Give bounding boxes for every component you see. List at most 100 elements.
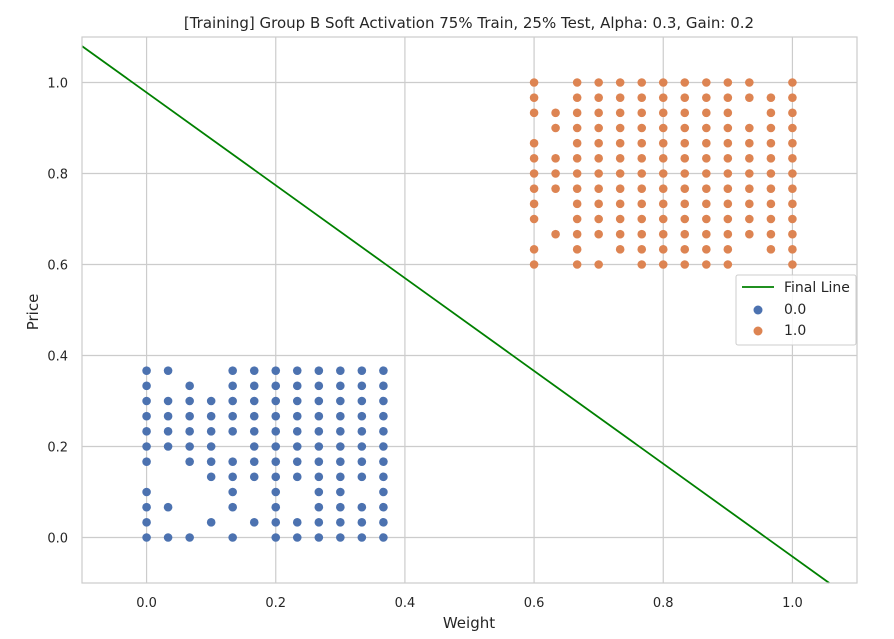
data-point [615, 123, 625, 133]
data-point [572, 138, 582, 148]
data-point [723, 199, 733, 209]
data-point [702, 184, 711, 193]
legend-label-class-1: 1.0 [784, 323, 806, 339]
data-point [766, 229, 776, 239]
data-point [788, 169, 797, 178]
data-point [379, 502, 388, 512]
data-point [680, 108, 690, 118]
data-point [551, 108, 560, 118]
data-point [745, 78, 754, 87]
data-point [658, 199, 668, 209]
data-point [249, 457, 259, 466]
data-point [249, 442, 259, 451]
data-point [249, 472, 259, 482]
data-point [529, 108, 539, 118]
data-point [529, 184, 539, 193]
data-points [142, 78, 797, 542]
data-point [529, 260, 539, 269]
data-point [271, 411, 281, 421]
x-tick-label: 0.2 [265, 596, 286, 611]
y-tick-label: 1.0 [47, 77, 68, 92]
data-point [228, 366, 237, 375]
data-point [745, 199, 754, 209]
data-point [271, 533, 281, 542]
data-point [702, 260, 711, 269]
data-point [594, 229, 603, 239]
data-point [680, 260, 690, 269]
data-point [271, 487, 281, 497]
data-point [658, 260, 668, 269]
data-point [529, 214, 539, 224]
data-point [185, 381, 194, 391]
data-point [788, 229, 797, 239]
data-point [228, 487, 237, 497]
data-point [615, 169, 625, 178]
legend-label-final-line: Final Line [784, 280, 850, 296]
data-point [702, 214, 711, 224]
y-tick-label: 0.0 [47, 532, 68, 547]
data-point [658, 138, 668, 148]
data-point [680, 184, 690, 193]
data-point [680, 78, 690, 87]
data-point [529, 245, 539, 254]
data-point [594, 260, 603, 269]
data-point [637, 154, 647, 163]
data-point [594, 184, 603, 193]
data-point [142, 518, 151, 527]
data-point [788, 108, 797, 118]
data-point [357, 396, 367, 406]
data-point [615, 229, 625, 239]
data-point [379, 487, 388, 497]
data-point [336, 427, 345, 436]
data-point [766, 154, 776, 163]
data-point [572, 199, 582, 209]
data-point [529, 154, 539, 163]
data-point [314, 518, 324, 527]
data-point [336, 442, 345, 451]
data-point [142, 381, 151, 391]
data-point [615, 78, 625, 87]
data-point [572, 184, 582, 193]
series-0.0 [142, 366, 388, 542]
data-point [788, 123, 797, 133]
data-point [228, 427, 237, 436]
data-point [185, 427, 194, 436]
data-point [185, 457, 194, 466]
data-point [228, 533, 237, 542]
data-point [572, 123, 582, 133]
data-point [379, 396, 388, 406]
data-point [745, 169, 754, 178]
data-point [680, 199, 690, 209]
data-point [249, 411, 259, 421]
data-point [336, 472, 345, 482]
data-point [572, 93, 582, 102]
legend-swatch-class-0 [753, 305, 763, 315]
y-tick-labels: 0.0 0.2 0.4 0.6 0.8 1.0 [47, 77, 68, 547]
data-point [314, 427, 324, 436]
data-point [142, 457, 151, 466]
data-point [615, 138, 625, 148]
data-point [292, 533, 302, 542]
legend-label-class-0: 0.0 [784, 302, 806, 318]
data-point [723, 229, 733, 239]
data-point [594, 214, 603, 224]
data-point [379, 472, 388, 482]
data-point [163, 442, 173, 451]
data-point [572, 260, 582, 269]
data-point [680, 169, 690, 178]
data-point [142, 533, 151, 542]
final-line [81, 45, 830, 584]
data-point [357, 472, 367, 482]
data-point [572, 169, 582, 178]
data-point [292, 381, 302, 391]
data-point [163, 427, 173, 436]
data-point [658, 78, 668, 87]
data-point [379, 457, 388, 466]
data-point [788, 245, 797, 254]
data-point [572, 154, 582, 163]
data-point [357, 502, 367, 512]
y-axis-label: Price [24, 294, 42, 331]
data-point [788, 78, 797, 87]
data-point [357, 457, 367, 466]
data-point [766, 199, 776, 209]
